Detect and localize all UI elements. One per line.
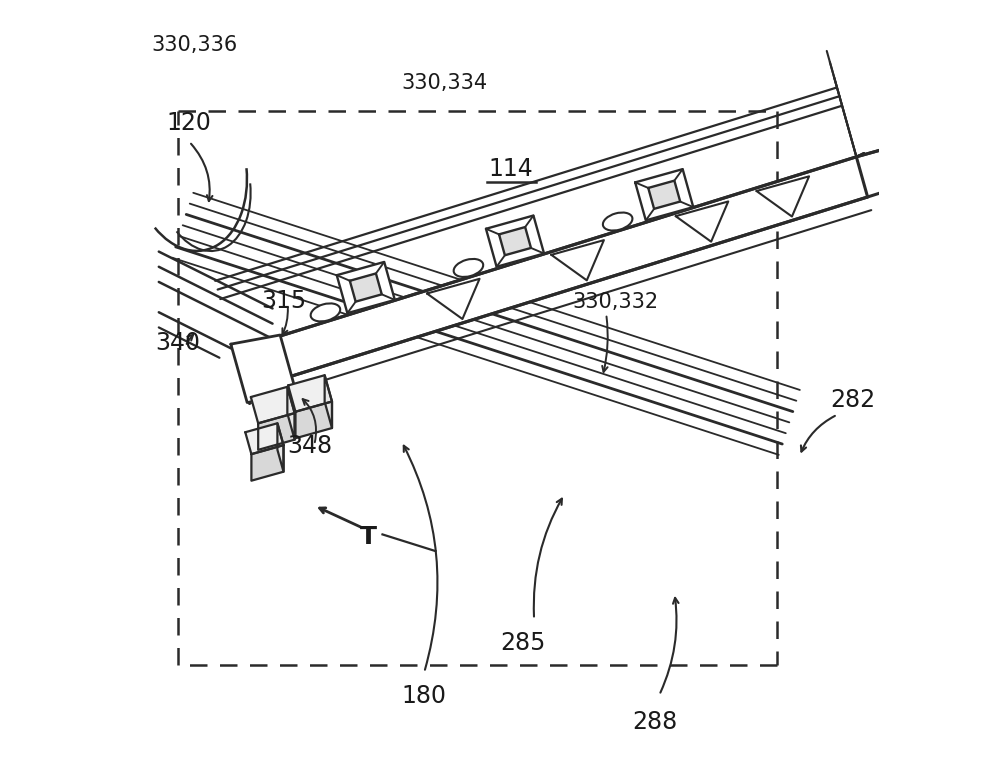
Text: 348: 348 bbox=[288, 434, 333, 457]
Polygon shape bbox=[676, 202, 728, 242]
Polygon shape bbox=[235, 157, 868, 390]
Polygon shape bbox=[427, 279, 480, 319]
Polygon shape bbox=[756, 177, 809, 217]
Polygon shape bbox=[635, 169, 693, 221]
Text: 285: 285 bbox=[500, 631, 545, 654]
Text: 330,336: 330,336 bbox=[151, 35, 237, 55]
Polygon shape bbox=[648, 180, 680, 209]
Polygon shape bbox=[486, 215, 544, 267]
Polygon shape bbox=[337, 262, 395, 314]
Text: 288: 288 bbox=[633, 710, 678, 734]
Polygon shape bbox=[245, 423, 284, 454]
Polygon shape bbox=[551, 240, 604, 280]
Polygon shape bbox=[288, 375, 332, 412]
Text: 282: 282 bbox=[830, 388, 875, 412]
Text: 315: 315 bbox=[261, 289, 306, 314]
Polygon shape bbox=[251, 387, 295, 423]
Polygon shape bbox=[251, 445, 284, 481]
Text: T: T bbox=[360, 524, 377, 549]
Text: 330,334: 330,334 bbox=[401, 72, 488, 93]
Ellipse shape bbox=[311, 304, 340, 321]
Text: 180: 180 bbox=[401, 683, 446, 708]
Polygon shape bbox=[287, 387, 295, 440]
Text: 120: 120 bbox=[166, 111, 211, 135]
Ellipse shape bbox=[454, 259, 483, 277]
Polygon shape bbox=[231, 335, 296, 403]
Text: 340: 340 bbox=[155, 331, 200, 355]
Text: 114: 114 bbox=[489, 157, 533, 181]
Polygon shape bbox=[350, 273, 382, 301]
Polygon shape bbox=[499, 227, 531, 255]
Polygon shape bbox=[295, 402, 332, 438]
Ellipse shape bbox=[603, 212, 632, 231]
Polygon shape bbox=[258, 413, 295, 450]
Polygon shape bbox=[325, 375, 332, 428]
Polygon shape bbox=[277, 423, 284, 472]
Text: 330,332: 330,332 bbox=[572, 292, 658, 313]
